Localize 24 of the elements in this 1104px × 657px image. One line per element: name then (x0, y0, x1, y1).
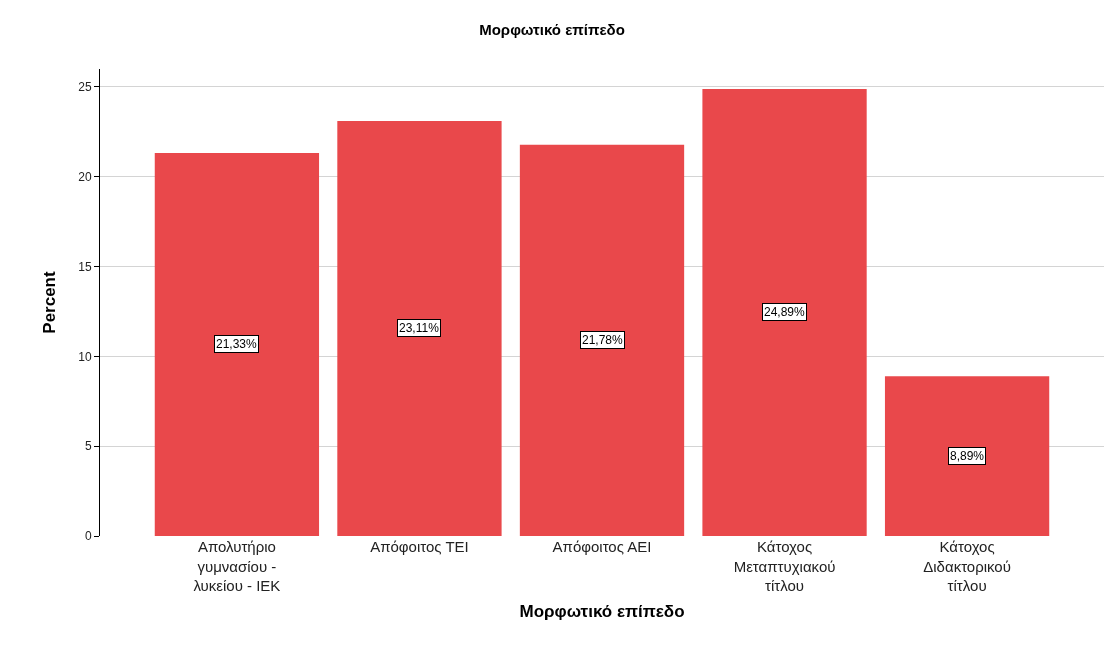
y-tick-label: 0 (84, 529, 92, 544)
bar (154, 152, 320, 536)
y-tick-label: 25 (78, 80, 92, 95)
x-tick-label: Απόφοιτος ΤΕΙ (370, 538, 469, 555)
bar (884, 376, 1050, 536)
data-label: 8,89% (950, 449, 985, 463)
x-tick-label: Κάτοχος Μεταπτυχιακού τίτλου (733, 538, 836, 594)
data-label: 24,89% (764, 305, 806, 319)
y-tick-label: 20 (78, 169, 92, 184)
x-axis-title: Μορφωτικό επίπεδο (519, 602, 685, 622)
x-tick-label: Απολυτήριο γυμνασίου - λυκείου - ΙΕΚ (193, 538, 281, 594)
bar (337, 120, 502, 536)
data-label: 23,11% (399, 321, 440, 335)
data-label: 21,78% (582, 333, 624, 347)
bar (702, 88, 867, 536)
bar (519, 144, 685, 536)
y-tick-label: 5 (84, 439, 92, 454)
chart-title: Μορφωτικό επίπεδο (479, 20, 625, 38)
y-axis-title: Percent (39, 270, 59, 334)
x-tick-label: Απόφοιτος ΑΕΙ (552, 538, 652, 555)
y-tick-label: 15 (78, 259, 92, 274)
x-tick-label: Κάτοχος Διδακτορικού τίτλου (923, 538, 1011, 594)
data-label: 21,33% (216, 337, 258, 351)
y-tick-label: 10 (78, 349, 92, 364)
